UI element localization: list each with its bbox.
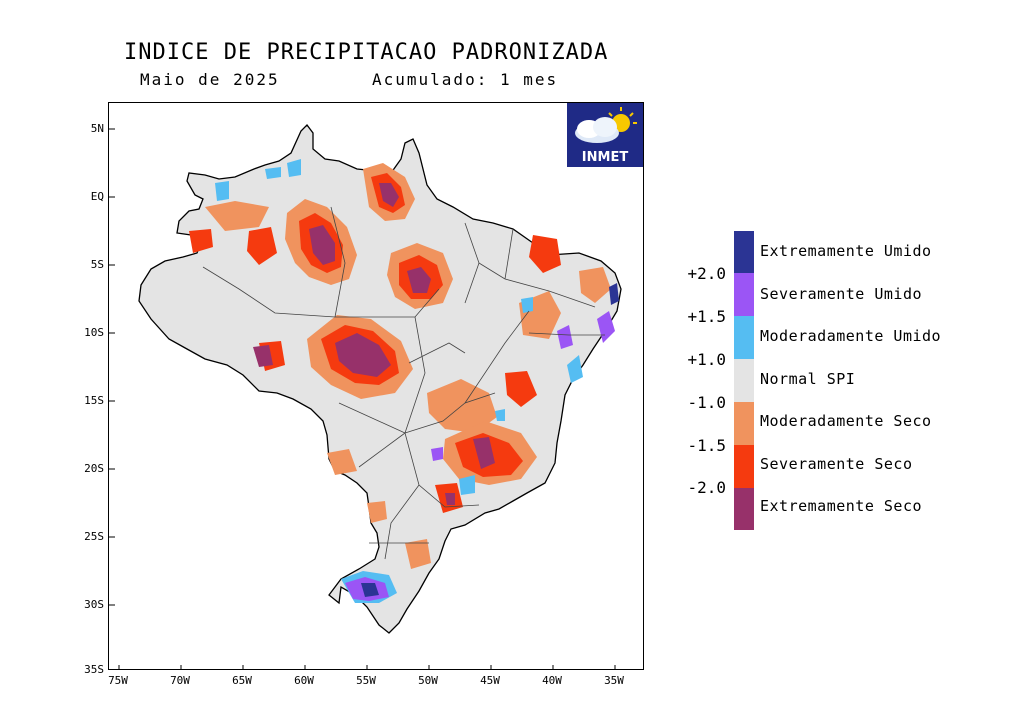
legend-threshold: +1.5 xyxy=(687,307,726,326)
legend-swatch-moderadamente-seco xyxy=(734,402,754,445)
wet-patches xyxy=(215,159,619,603)
legend-swatch-moderadamente-umido xyxy=(734,316,754,359)
inmet-logo: INMET xyxy=(567,103,643,167)
legend-swatch-extremamente-seco xyxy=(734,488,754,530)
x-tick-label: 50W xyxy=(418,674,438,687)
legend-label: Extremamente Seco xyxy=(760,497,923,515)
legend-threshold: +1.0 xyxy=(687,350,726,369)
legend-label: Severamente Umido xyxy=(760,285,923,303)
legend-swatch-severamente-umido xyxy=(734,273,754,316)
x-tick-label: 45W xyxy=(480,674,500,687)
x-tick-label: 35W xyxy=(604,674,624,687)
map-accumulation: Acumulado: 1 mes xyxy=(372,70,559,89)
legend-label: Extremamente Umido xyxy=(760,242,932,260)
y-tick-label: 10S xyxy=(84,326,104,339)
y-tick-label: 30S xyxy=(84,598,104,611)
y-tick-label: 35S xyxy=(84,663,104,676)
x-tick-label: 70W xyxy=(170,674,190,687)
legend-swatch-extremamente-umido xyxy=(734,231,754,273)
y-tick-label: 5N xyxy=(90,122,104,135)
map-title: INDICE DE PRECIPITACAO PADRONIZADA xyxy=(124,40,609,65)
y-tick-label: EQ xyxy=(90,190,104,203)
spi-map: INMET xyxy=(108,102,644,670)
x-tick-label: 65W xyxy=(232,674,252,687)
legend-swatch-severamente-seco xyxy=(734,445,754,488)
cloud-sun-icon xyxy=(575,107,637,143)
legend-threshold: -1.5 xyxy=(687,436,726,455)
legend-threshold: -2.0 xyxy=(687,478,726,497)
y-tick-label: 15S xyxy=(84,394,104,407)
y-tick-label: 5S xyxy=(90,258,104,271)
x-tick-label: 60W xyxy=(294,674,314,687)
legend-label: Normal SPI xyxy=(760,370,856,388)
map-period: Maio de 2025 xyxy=(140,70,280,89)
x-tick-label: 75W xyxy=(108,674,128,687)
legend-label: Severamente Seco xyxy=(760,455,913,473)
axis-ticks xyxy=(109,128,616,669)
legend-label: Moderadamente Seco xyxy=(760,412,932,430)
y-tick-label: 20S xyxy=(84,462,104,475)
legend-label: Moderadamente Umido xyxy=(760,327,942,345)
brazil-spi-map xyxy=(109,124,622,669)
inmet-logo-text: INMET xyxy=(581,150,629,165)
legend-swatch-normal-spi xyxy=(734,359,754,402)
legend-threshold: +2.0 xyxy=(687,264,726,283)
legend-threshold: -1.0 xyxy=(687,393,726,412)
state-borders xyxy=(202,206,605,560)
x-tick-label: 55W xyxy=(356,674,376,687)
y-tick-label: 25S xyxy=(84,530,104,543)
x-tick-label: 40W xyxy=(542,674,562,687)
